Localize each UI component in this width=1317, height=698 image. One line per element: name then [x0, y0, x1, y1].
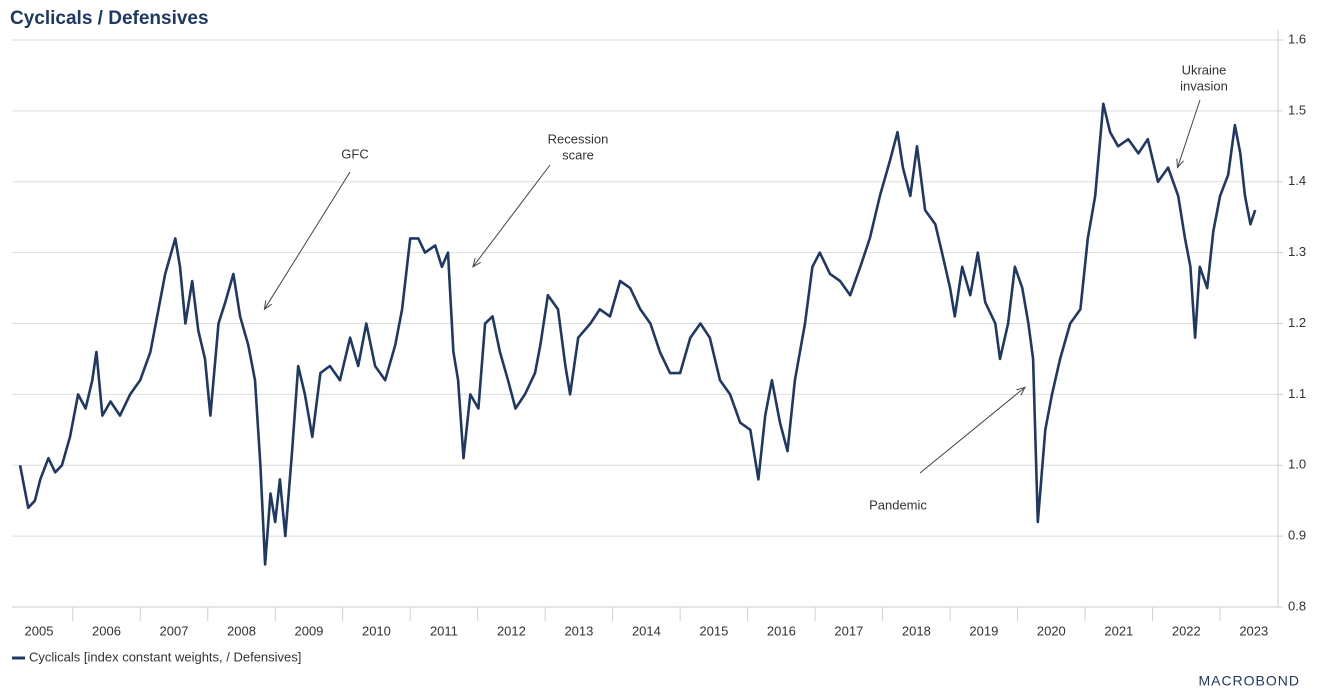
x-tick-label: 2020 — [1037, 623, 1066, 638]
y-tick-label: 1.2 — [1288, 315, 1306, 330]
annotation: scare — [562, 147, 594, 162]
y-tick-label: 1.4 — [1288, 173, 1306, 188]
y-tick-label: 1.1 — [1288, 386, 1306, 401]
x-tick-label: 2023 — [1239, 623, 1268, 638]
arrow-head — [263, 300, 273, 311]
x-tick-label: 2014 — [632, 623, 661, 638]
x-tick-label: 2006 — [92, 623, 121, 638]
annotation: GFC — [341, 146, 368, 161]
x-tick-label: 2013 — [564, 623, 593, 638]
x-tick-label: 2008 — [227, 623, 256, 638]
y-tick-label: 0.9 — [1288, 528, 1306, 543]
chart-title: Cyclicals / Defensives — [10, 8, 209, 29]
y-tick-label: 1.3 — [1288, 244, 1306, 259]
y-tick-label: 1.5 — [1288, 102, 1306, 117]
annotation: Ukraine — [1182, 62, 1227, 77]
x-tick-label: 2019 — [969, 623, 998, 638]
annotation-arrow — [919, 386, 1026, 474]
arrow-head — [472, 257, 481, 268]
series-line — [18, 102, 1257, 566]
arrow-head — [1176, 158, 1184, 169]
legend-label: Cyclicals [index constant weights, / Def… — [29, 649, 301, 664]
annotation: Recession — [548, 131, 609, 146]
x-tick-label: 2022 — [1172, 623, 1201, 638]
y-tick-label: 1.6 — [1288, 31, 1306, 46]
x-tick-label: 2015 — [699, 623, 728, 638]
arrow-head — [1016, 386, 1027, 396]
annotation: invasion — [1180, 78, 1228, 93]
y-tick-label: 0.8 — [1288, 598, 1306, 613]
watermark: MACROBOND — [1198, 673, 1300, 689]
x-tick-label: 2017 — [834, 623, 863, 638]
x-tick-label: 2009 — [294, 623, 323, 638]
annotation-arrow — [263, 171, 351, 310]
x-tick-label: 2021 — [1104, 623, 1133, 638]
x-tick-label: 2011 — [430, 623, 458, 638]
annotation-arrow — [472, 164, 551, 268]
x-tick-label: 2012 — [497, 623, 526, 638]
x-tick-label: 2018 — [902, 623, 931, 638]
x-tick-label: 2007 — [160, 623, 189, 638]
y-tick-label: 1.0 — [1288, 457, 1306, 472]
annotation-arrow — [1177, 99, 1201, 168]
x-tick-label: 2005 — [25, 623, 54, 638]
x-tick-label: 2010 — [362, 623, 391, 638]
x-tick-label: 2016 — [767, 623, 796, 638]
annotation: Pandemic — [869, 497, 927, 512]
